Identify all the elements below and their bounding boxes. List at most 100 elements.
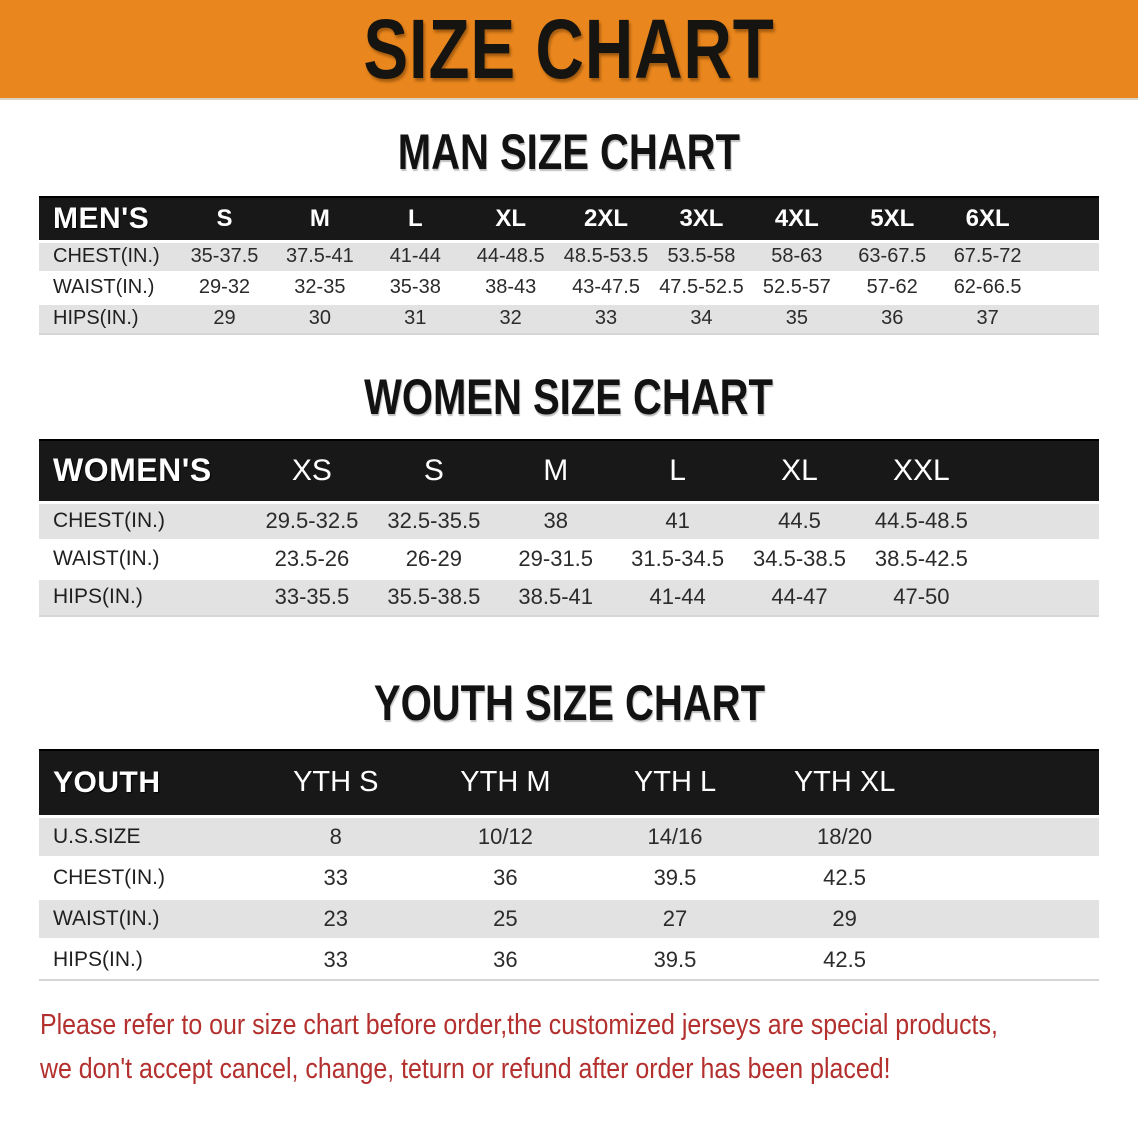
column-header: XL (462, 196, 559, 242)
men-section-title-text: MAN SIZE CHART (397, 124, 741, 180)
size-value: 38.5-42.5 (860, 538, 983, 578)
size-value: 47.5-52.5 (653, 270, 750, 303)
size-value: 31 (367, 301, 463, 334)
size-value: 37.5-41 (272, 239, 368, 272)
column-header: 2XL (558, 196, 654, 242)
size-value: 44.5 (738, 500, 861, 540)
size-value: 44.5-48.5 (860, 500, 983, 540)
youth-section-title: YOUTH SIZE CHART (0, 677, 1138, 729)
size-value: 29.5-32.5 (251, 500, 373, 540)
column-header: YTH M (420, 749, 591, 817)
size-value: 25 (420, 896, 591, 939)
column-header: 5XL (844, 196, 940, 242)
size-value: 26-29 (372, 538, 495, 578)
size-value: 30 (272, 301, 368, 334)
row-spacer (982, 576, 1099, 616)
size-value: 33 (558, 301, 654, 334)
size-value: 35-38 (367, 270, 463, 303)
size-value: 37 (939, 301, 1036, 334)
header-spacer (1035, 196, 1099, 242)
size-value: 23 (251, 896, 421, 939)
size-value: 41-44 (367, 239, 463, 272)
size-value: 34.5-38.5 (738, 538, 861, 578)
women-section-title-text: WOMEN SIZE CHART (364, 369, 774, 425)
row-label: CHEST(IN.) (39, 239, 177, 272)
size-value: 62-66.5 (939, 270, 1036, 303)
row-spacer (982, 500, 1099, 540)
size-value: 41 (616, 500, 739, 540)
row-label: WAIST(IN.) (39, 896, 251, 939)
size-value: 47-50 (860, 576, 983, 616)
women-section-title: WOMEN SIZE CHART (0, 371, 1138, 423)
size-value: 33 (251, 855, 421, 898)
column-header: XS (251, 439, 373, 503)
size-value: 29 (176, 301, 273, 334)
table-row: CHEST(IN.) 35-37.5 37.5-41 41-44 44-48.5… (39, 239, 1099, 272)
size-value: 36 (844, 301, 940, 334)
row-label: WAIST(IN.) (39, 538, 251, 578)
banner-title: SIZE CHART (363, 2, 775, 96)
column-header: 6XL (939, 196, 1036, 242)
disclaimer-line-2: we don't accept cancel, change, teturn o… (40, 1053, 891, 1085)
size-value: 35.5-38.5 (372, 576, 495, 616)
size-value: 32.5-35.5 (372, 500, 495, 540)
size-value: 34 (653, 301, 750, 334)
mens-size-table: MEN'S S M L XL 2XL 3XL 4XL 5XL 6XL CHEST… (39, 196, 1099, 335)
header-spacer (982, 439, 1099, 503)
size-value: 63-67.5 (844, 239, 940, 272)
column-header: XXL (860, 439, 983, 503)
womens-size-table: WOMEN'S XS S M L XL XXL CHEST(IN.) 29.5-… (39, 439, 1099, 617)
row-label: CHEST(IN.) (39, 855, 251, 898)
youth-header-row: YOUTH YTH S YTH M YTH L YTH XL (39, 749, 1099, 817)
column-header: M (272, 196, 368, 242)
row-spacer (1035, 239, 1099, 272)
size-value: 18/20 (759, 814, 930, 857)
column-header: 3XL (653, 196, 750, 242)
row-label: HIPS(IN.) (39, 301, 177, 334)
size-value: 53.5-58 (653, 239, 750, 272)
womens-header-row: WOMEN'S XS S M L XL XXL (39, 439, 1099, 503)
row-label: CHEST(IN.) (39, 500, 251, 540)
size-value: 8 (251, 814, 421, 857)
size-value: 42.5 (759, 937, 930, 980)
size-value: 31.5-34.5 (616, 538, 739, 578)
column-header: YTH XL (759, 749, 930, 817)
row-spacer (1035, 301, 1099, 334)
men-section-title: MAN SIZE CHART (0, 126, 1138, 178)
column-header: 4XL (749, 196, 845, 242)
size-value: 39.5 (590, 937, 760, 980)
size-value: 42.5 (759, 855, 930, 898)
youth-size-table: YOUTH YTH S YTH M YTH L YTH XL U.S.SIZE … (39, 749, 1099, 981)
column-header: L (367, 196, 463, 242)
size-value: 35-37.5 (176, 239, 273, 272)
size-value: 23.5-26 (251, 538, 373, 578)
size-value: 29-31.5 (494, 538, 617, 578)
table-row: CHEST(IN.) 29.5-32.5 32.5-35.5 38 41 44.… (39, 500, 1099, 540)
table-row: HIPS(IN.) 33 36 39.5 42.5 (39, 937, 1099, 980)
size-chart-banner: SIZE CHART (0, 0, 1138, 100)
size-value: 32 (462, 301, 559, 334)
size-value: 29 (759, 896, 930, 939)
size-value: 44-47 (738, 576, 861, 616)
column-header: S (176, 196, 273, 242)
row-spacer (929, 937, 1099, 980)
header-spacer (929, 749, 1099, 817)
column-header: YTH S (251, 749, 421, 817)
row-label: WAIST(IN.) (39, 270, 177, 303)
row-label: U.S.SIZE (39, 814, 251, 857)
mens-header-row: MEN'S S M L XL 2XL 3XL 4XL 5XL 6XL (39, 196, 1099, 242)
column-header: S (372, 439, 495, 503)
size-value: 36 (420, 855, 591, 898)
womens-table-title: WOMEN'S (39, 439, 251, 503)
youth-section-title-text: YOUTH SIZE CHART (373, 675, 765, 731)
disclaimer-note: Please refer to our size chart before or… (40, 1003, 1138, 1091)
size-value: 52.5-57 (749, 270, 845, 303)
size-value: 10/12 (420, 814, 591, 857)
table-row: U.S.SIZE 8 10/12 14/16 18/20 (39, 814, 1099, 857)
size-value: 38.5-41 (494, 576, 617, 616)
row-spacer (929, 814, 1099, 857)
size-value: 48.5-53.5 (558, 239, 654, 272)
row-spacer (929, 896, 1099, 939)
size-value: 32-35 (272, 270, 368, 303)
row-spacer (1035, 270, 1099, 303)
